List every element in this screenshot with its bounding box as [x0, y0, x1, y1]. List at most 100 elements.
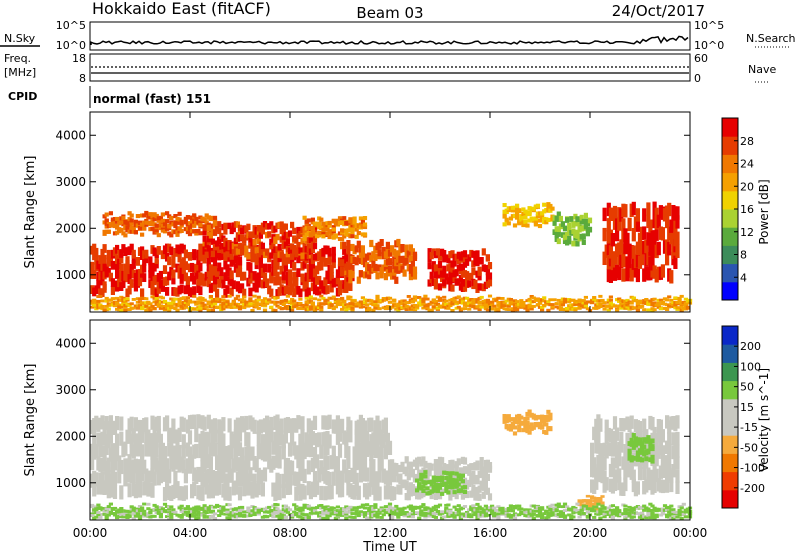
heatmap-cell	[598, 305, 603, 308]
xtick-label: 08:00	[273, 526, 308, 540]
heatmap-cell	[92, 431, 97, 446]
heatmap-cell	[415, 305, 420, 309]
heatmap-cell	[227, 294, 232, 298]
heatmap-cell	[473, 512, 478, 515]
heatmap-cell	[187, 512, 193, 516]
heatmap-cell	[579, 508, 584, 512]
heatmap-cell	[369, 255, 374, 263]
heatmap-cell	[217, 480, 222, 495]
heatmap-cell	[165, 276, 170, 286]
heatmap-cell	[287, 480, 293, 495]
heatmap-cell	[102, 281, 107, 291]
heatmap-cell	[675, 231, 680, 245]
heatmap-cell	[675, 415, 680, 429]
heatmap-cell	[383, 445, 388, 460]
heatmap-cell	[340, 483, 345, 498]
heatmap-cell	[662, 504, 668, 508]
heatmap-cell	[327, 247, 332, 257]
heatmap-cell	[173, 297, 178, 301]
heatmap-cell	[527, 297, 532, 301]
heatmap-cell	[412, 308, 418, 312]
heatmap-cell	[244, 455, 249, 470]
heatmap-cell	[504, 424, 509, 429]
heatmap-cell	[244, 446, 249, 461]
heatmap-cell	[675, 244, 680, 258]
heatmap-cell	[356, 485, 361, 500]
heatmap-cell	[606, 308, 611, 312]
heatmap-cell	[125, 256, 130, 265]
heatmap-cell	[631, 433, 636, 438]
heatmap-cell	[381, 513, 386, 517]
heatmap-cell	[194, 428, 199, 443]
colorbar-tick-label: 24	[740, 158, 754, 171]
heatmap-cell	[258, 419, 263, 434]
heatmap-cell	[512, 417, 518, 422]
heatmap-cell	[565, 231, 570, 238]
heatmap-cell	[131, 249, 136, 259]
heatmap-cell	[300, 416, 305, 431]
heatmap-cell	[598, 507, 603, 511]
heatmap-cell	[156, 246, 161, 255]
heatmap-cell	[646, 308, 651, 312]
heatmap-cell	[675, 444, 680, 459]
heatmap-cell	[444, 273, 449, 281]
heatmap-cell	[198, 222, 203, 227]
heatmap-cell	[154, 297, 159, 300]
heatmap-cell	[212, 517, 218, 520]
heatmap-cell	[348, 428, 353, 443]
heatmap-cell	[450, 265, 455, 273]
heatmap-cell	[483, 303, 488, 307]
heatmap-cell	[308, 511, 313, 515]
heatmap-cell	[548, 426, 553, 431]
heatmap-cell	[348, 295, 353, 299]
heatmap-cell	[181, 459, 186, 474]
heatmap-cell	[121, 515, 126, 519]
heatmap-cell	[158, 433, 163, 448]
heatmap-cell	[221, 295, 226, 299]
colorbar-swatch	[722, 398, 738, 418]
heatmap-cell	[521, 211, 526, 216]
heatmap-cell	[577, 511, 582, 514]
heatmap-cell	[598, 294, 603, 298]
heatmap-cell	[244, 432, 249, 447]
heatmap-cell	[450, 465, 455, 473]
heatmap-cell	[675, 206, 680, 220]
heatmap-cell	[106, 510, 111, 514]
heatmap-cell	[156, 428, 161, 443]
heatmap-cell	[602, 307, 607, 311]
heatmap-cell	[167, 256, 172, 266]
heatmap-cell	[415, 474, 420, 482]
heatmap-cell	[296, 268, 301, 277]
heatmap-cell	[206, 224, 211, 232]
heatmap-cell	[521, 301, 526, 305]
heatmap-cell	[440, 491, 445, 496]
heatmap-cell	[542, 422, 547, 427]
heatmap-cell	[452, 259, 457, 267]
heatmap-cell	[185, 505, 190, 508]
heatmap-cell	[435, 302, 440, 306]
heatmap-cell	[429, 300, 434, 304]
heatmap-cell	[546, 409, 551, 414]
heatmap-cell	[96, 417, 101, 432]
heatmap-cell	[515, 203, 520, 208]
heatmap-cell	[131, 512, 136, 516]
heatmap-cell	[398, 255, 403, 263]
heatmap-cell	[437, 462, 443, 470]
heatmap-cell	[683, 302, 688, 305]
heatmap-cell	[542, 220, 547, 225]
heatmap-cell	[319, 308, 324, 312]
heatmap-cell	[544, 220, 549, 225]
ytick-label: 2000	[55, 429, 86, 443]
heatmap-cell	[267, 263, 272, 273]
heatmap-cell	[583, 505, 588, 508]
colorbar-swatch	[722, 154, 738, 174]
heatmap-cell	[210, 510, 215, 514]
heatmap-cell	[581, 239, 586, 245]
heatmap-cell	[127, 483, 132, 498]
heatmap-cell	[185, 282, 190, 292]
xtick-label: 12:00	[373, 526, 408, 540]
heatmap-cell	[656, 214, 661, 229]
heatmap-cell	[158, 512, 163, 516]
heatmap-cell	[106, 303, 111, 307]
heatmap-cell	[419, 509, 424, 513]
